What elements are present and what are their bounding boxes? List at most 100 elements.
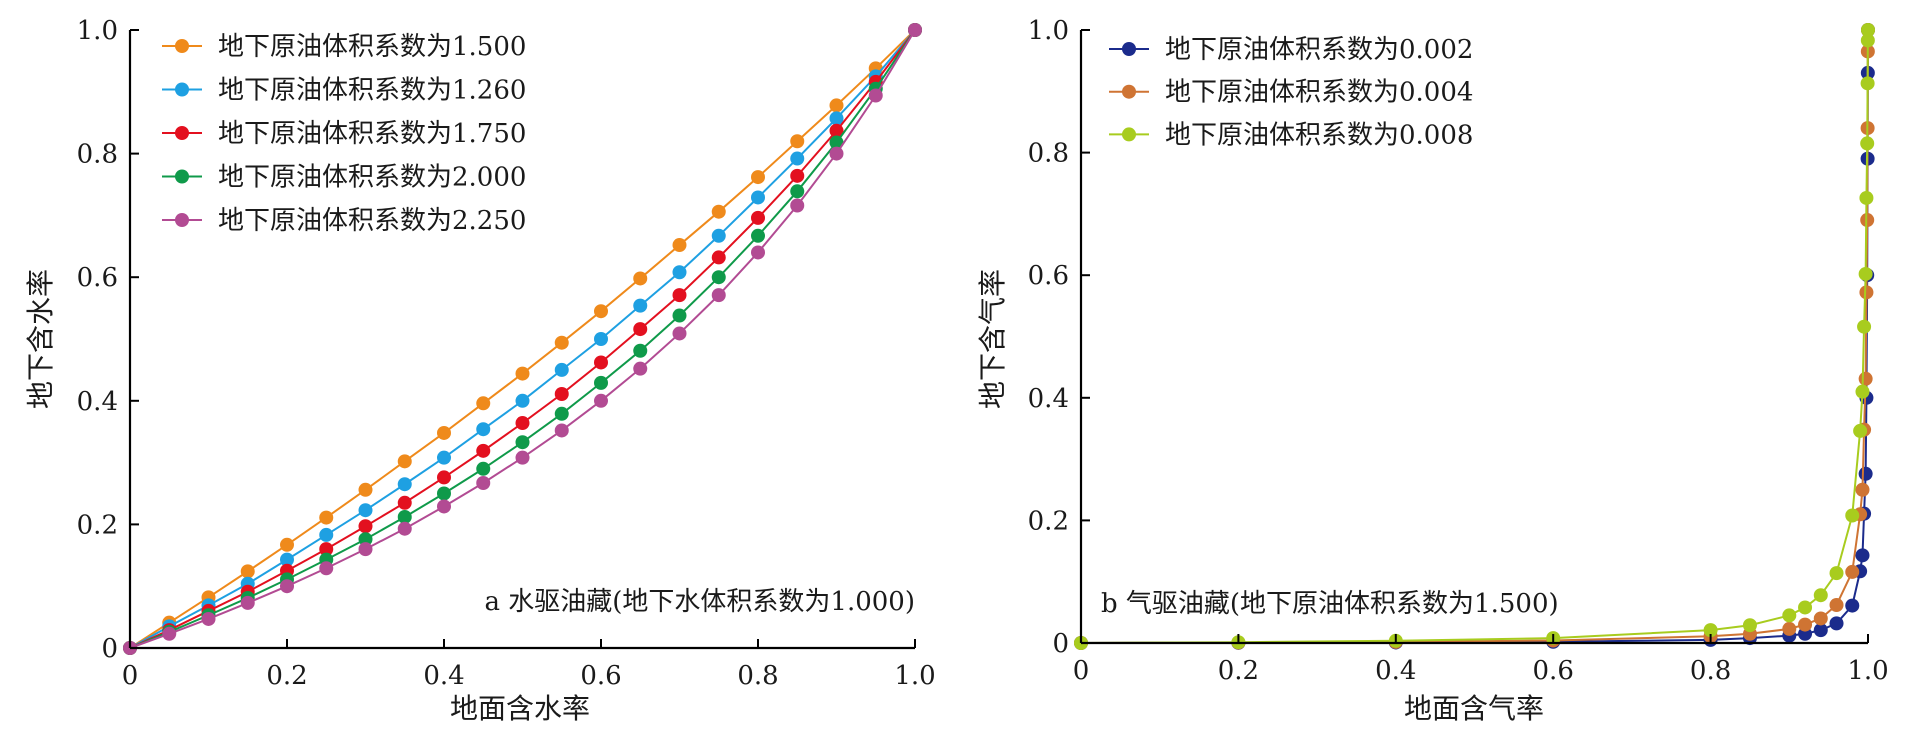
panel-a-legend-marker: [175, 82, 189, 97]
panel-a-series-3-point: [437, 470, 451, 485]
panel-a-series-2-point: [397, 477, 412, 492]
panel-b-series-2-point: [1813, 611, 1828, 626]
panel-b-series-1-point: [1858, 466, 1873, 481]
panel-b-legend-marker: [1122, 84, 1136, 99]
panel-a-y-tick-label: 0: [101, 634, 118, 664]
panel-b-series-3-point: [1813, 588, 1828, 603]
panel-a-series-4-point: [476, 461, 491, 476]
panel-a-legend-label: 地下原油体积系数为2.000: [218, 163, 526, 193]
panel-b-y-tick-label: 0.8: [1028, 139, 1069, 169]
panel-a-x-tick-label: 0.4: [423, 661, 464, 691]
panel-a-series-2-point: [751, 190, 765, 205]
panel-b-axes: [1079, 30, 1868, 645]
panel-b-series-3-point: [1857, 319, 1872, 334]
panel-a-legend-marker: [175, 126, 189, 140]
panel-a-series-4-point: [751, 228, 765, 243]
panel-a-legend-label: 地下原油体积系数为2.250: [218, 206, 526, 236]
panel-a-series-5-point: [908, 23, 922, 37]
panel-a-series-3-point: [515, 416, 530, 431]
panel-a-x-axis-title: 地面含水率: [450, 692, 590, 725]
panel-b-series-2-point: [1855, 482, 1870, 497]
panel-a-series-3-point: [554, 387, 569, 401]
panel-a-water-drive: 0 0.2 0.4 0.6 0.8 1.0 0 0.2 0.4 0.6 0.8 1.0 地面含水率 地…: [24, 16, 936, 725]
panel-a-series-5-point: [711, 288, 726, 303]
panel-b-series-3-point: [1860, 76, 1875, 91]
panel-b-series-3-point: [1860, 33, 1875, 48]
panel-a-series-5-point: [240, 595, 255, 610]
panel-a-x-tick-label: 1.0: [894, 661, 935, 691]
panel-b-series-2-point: [1860, 213, 1875, 228]
panel-a-series-2-point: [672, 265, 687, 280]
panel-a-series-1-point: [476, 396, 491, 411]
panel-a-series-5-point: [594, 393, 608, 408]
panel-b-x-tick-label: 0.4: [1375, 656, 1416, 686]
panel-a-series-1-point: [829, 98, 844, 113]
panel-b-series-3-point: [1861, 23, 1875, 37]
panel-b-x-tick-label: 0.2: [1218, 656, 1259, 686]
panel-a-series-2-point: [829, 111, 844, 126]
panel-a-series-5-point: [476, 475, 491, 490]
panel-b-series-2-point: [1829, 597, 1844, 612]
panel-b-x-tick-label: 0.8: [1690, 656, 1731, 686]
panel-a-series-3-point: [397, 495, 412, 510]
panel-a-series-2-point: [633, 298, 648, 313]
panel-b-y-tick-label: 1.0: [1028, 16, 1069, 46]
panel-b-y-tick-label: 0.4: [1028, 384, 1069, 414]
panel-b-series-2-point: [1858, 371, 1873, 386]
panel-b-series-3-line: [1080, 29, 1869, 644]
panel-a-series-1-point: [358, 482, 373, 497]
panel-a-legend-marker: [175, 169, 189, 184]
panel-b-series-3-point: [1798, 600, 1813, 615]
panel-a-series-4-point: [829, 135, 844, 150]
panel-b-series-1-point: [1845, 598, 1860, 613]
panel-a-series-3-point: [672, 288, 687, 303]
panel-b-series-3-point: [1858, 266, 1873, 281]
panel-b-series-3-point: [1853, 423, 1868, 438]
panel-a-series-3-point: [711, 250, 726, 265]
panel-b-series-1-point: [1813, 623, 1828, 638]
panel-a-series-2-point: [594, 332, 608, 346]
panel-a-series-4-point: [554, 406, 569, 421]
panel-a-series-1-point: [515, 366, 530, 381]
panel-b-series-1-point: [1829, 616, 1844, 631]
panel-a-series-2-point: [790, 151, 805, 166]
panel-a-series-5-point: [358, 542, 373, 557]
panel-a-x-tick-label: 0: [122, 661, 139, 691]
panel-a-series-5-point: [201, 611, 216, 626]
panel-a-legend-label: 地下原油体积系数为1.500: [218, 32, 526, 62]
panel-a-series-2-point: [711, 228, 726, 243]
panel-b-series-3-point: [1860, 136, 1875, 151]
panel-a-series-3-point: [751, 210, 765, 225]
panel-a-series-4-point: [711, 270, 726, 285]
panel-a-series-5-point: [751, 245, 765, 260]
panel-a-series-4-point: [358, 532, 373, 547]
panel-a-series-layer: [123, 23, 922, 655]
panel-b-legend-marker: [1122, 127, 1136, 142]
panel-a-series-4-point: [672, 308, 687, 323]
panel-a-series-3-point: [358, 519, 373, 534]
panel-a-series-1-point: [711, 204, 726, 219]
panel-a-series-1-point: [594, 304, 608, 319]
panel-b-y-tick-label: 0.6: [1028, 261, 1069, 291]
panel-a-series-2-point: [280, 552, 294, 567]
panel-a-y-tick-label: 0.6: [77, 263, 118, 293]
panel-a-series-1-point: [633, 271, 648, 286]
panel-a-series-4-point: [633, 343, 648, 358]
panel-a-y-axis-title: 地下含水率: [24, 269, 57, 409]
panel-b-x-tick-label: 0.6: [1533, 656, 1574, 686]
panel-b-legend-label: 地下原油体积系数为0.008: [1165, 120, 1473, 150]
panel-b-y-axis-title: 地下含气率: [976, 269, 1009, 409]
panel-b-x-tick-label: 0: [1073, 656, 1090, 686]
panel-a-y-tick-label: 0.4: [77, 387, 118, 417]
panel-a-series-5-point: [554, 423, 569, 438]
panel-a-series-4-point: [790, 184, 805, 199]
panel-a-series-4-point: [594, 375, 608, 390]
panel-b-series-2-point: [1859, 285, 1874, 300]
panel-a-series-5-point: [397, 521, 412, 536]
panel-b-x-tick-label: 1.0: [1847, 656, 1888, 686]
panel-b-series-3-point: [1782, 608, 1797, 623]
panel-a-series-2-point: [358, 503, 373, 518]
panel-a-note: a 水驱油藏(地下水体积系数为1.000): [485, 587, 916, 617]
panel-a-series-1-point: [437, 425, 451, 440]
